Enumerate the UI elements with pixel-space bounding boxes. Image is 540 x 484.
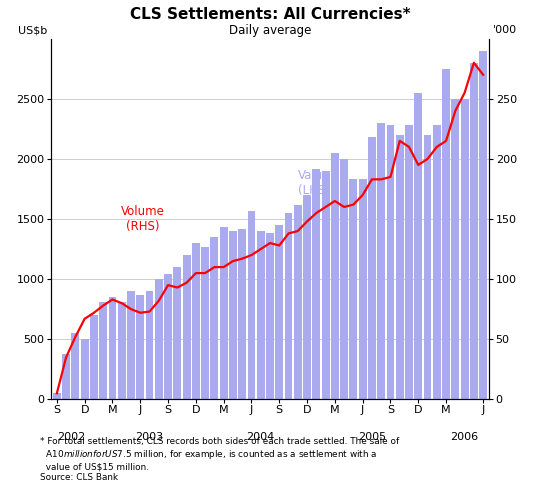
Bar — [433, 125, 441, 399]
Text: 2002: 2002 — [57, 432, 85, 442]
Bar — [294, 205, 302, 399]
Bar — [155, 279, 163, 399]
Bar — [396, 135, 404, 399]
Bar — [340, 159, 348, 399]
Bar — [99, 302, 107, 399]
Text: CLS Settlements: All Currencies*: CLS Settlements: All Currencies* — [130, 7, 410, 22]
Bar — [322, 171, 329, 399]
Bar — [414, 93, 422, 399]
Bar — [247, 211, 255, 399]
Bar — [80, 339, 89, 399]
Bar — [479, 51, 487, 399]
Bar — [331, 153, 339, 399]
Bar — [90, 315, 98, 399]
Bar — [238, 228, 246, 399]
Bar — [173, 267, 181, 399]
Bar — [257, 231, 265, 399]
Bar — [164, 274, 172, 399]
Bar — [109, 297, 117, 399]
Bar — [303, 195, 311, 399]
Bar — [470, 63, 478, 399]
Bar — [451, 99, 460, 399]
Bar — [313, 168, 320, 399]
Bar — [146, 291, 153, 399]
Bar — [71, 333, 79, 399]
Text: Daily average: Daily average — [229, 24, 311, 37]
Bar — [285, 213, 293, 399]
Bar — [211, 237, 218, 399]
Bar — [62, 354, 70, 399]
Text: 2005: 2005 — [358, 432, 386, 442]
Bar — [201, 247, 209, 399]
Text: US$b: US$b — [18, 25, 47, 35]
Bar — [220, 227, 227, 399]
Bar — [442, 69, 450, 399]
Bar — [275, 225, 283, 399]
Bar — [423, 135, 431, 399]
Text: 2003: 2003 — [136, 432, 164, 442]
Bar — [387, 125, 394, 399]
Bar — [266, 233, 274, 399]
Bar — [118, 302, 126, 399]
Bar — [192, 243, 200, 399]
Bar — [368, 137, 376, 399]
Text: 2004: 2004 — [247, 432, 275, 442]
Bar — [359, 180, 367, 399]
Text: 2006: 2006 — [450, 432, 478, 442]
Bar — [127, 291, 135, 399]
Bar — [53, 393, 61, 399]
Text: Value
(LHS): Value (LHS) — [298, 169, 330, 197]
Bar — [461, 99, 469, 399]
Text: * For total settlements, CLS records both sides of each trade settled. The sale : * For total settlements, CLS records bot… — [40, 437, 400, 482]
Text: '000: '000 — [493, 25, 517, 35]
Bar — [377, 123, 385, 399]
Bar — [405, 125, 413, 399]
Bar — [183, 255, 191, 399]
Bar — [229, 231, 237, 399]
Bar — [349, 180, 357, 399]
Bar — [136, 295, 144, 399]
Text: Volume
(RHS): Volume (RHS) — [121, 205, 165, 233]
